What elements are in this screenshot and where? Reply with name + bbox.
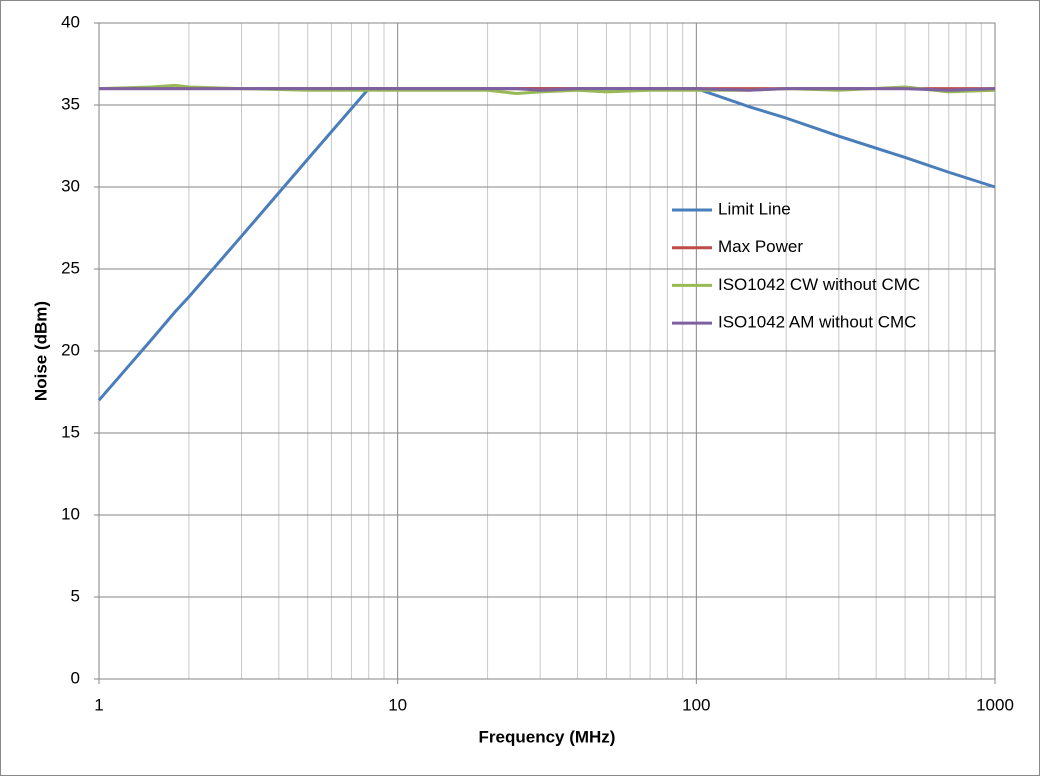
y-tick-label: 15 (61, 422, 80, 441)
legend-label: ISO1042 AM without CMC (718, 313, 916, 332)
legend-label: Max Power (718, 237, 803, 256)
y-tick-label: 20 (61, 340, 80, 359)
y-axis-title: Noise (dBm) (31, 301, 50, 401)
legend-label: ISO1042 CW without CMC (718, 275, 920, 294)
x-tick-label: 100 (682, 695, 710, 714)
legend-label: Limit Line (718, 199, 791, 218)
y-tick-label: 10 (61, 504, 80, 523)
y-tick-label: 35 (61, 94, 80, 113)
series-line (99, 87, 996, 92)
plot-border (98, 22, 996, 680)
x-axis-title: Frequency (MHz) (479, 727, 616, 746)
x-tick-label: 1 (94, 695, 103, 714)
y-tick-label: 0 (71, 668, 80, 687)
y-tick-label: 30 (61, 176, 80, 195)
y-tick-label: 25 (61, 258, 80, 277)
x-tick-label: 10 (388, 695, 407, 714)
x-tick-label: 1000 (976, 695, 1014, 714)
y-tick-label: 40 (61, 12, 80, 31)
y-tick-label: 5 (71, 586, 80, 605)
